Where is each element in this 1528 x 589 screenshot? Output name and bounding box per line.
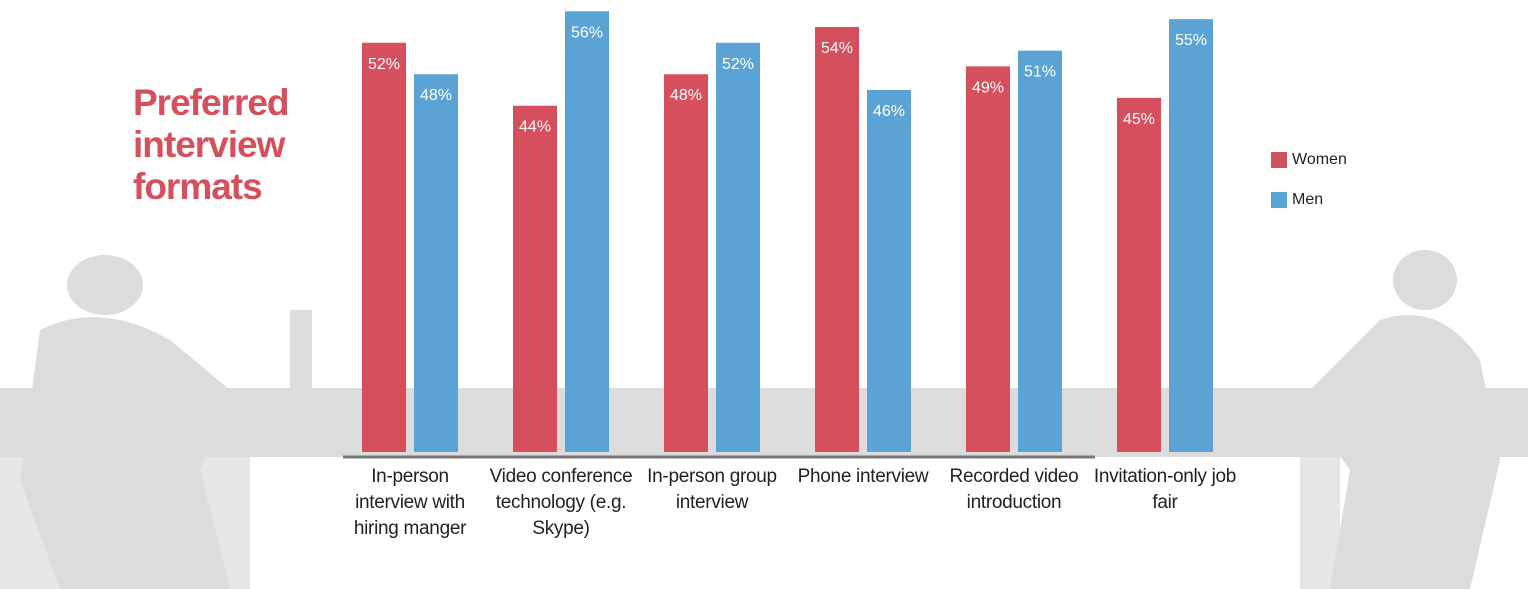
x-tick-label: Recorded video introduction [949,466,1079,513]
data-label: 51% [1024,64,1056,81]
data-label: 54% [821,40,853,57]
legend-swatch [1271,152,1287,168]
bar [716,42,760,452]
data-label: 52% [368,56,400,73]
legend-label: Women [1292,151,1347,168]
data-label: 44% [519,119,551,136]
data-label: 55% [1175,32,1207,49]
data-label: 56% [571,24,603,41]
data-label: 49% [972,79,1004,96]
bar [966,66,1010,453]
bar [565,11,609,453]
person-body [1300,315,1500,589]
bar [815,27,859,453]
person-head [67,255,143,315]
background-scene [0,250,1528,589]
bar [1018,50,1062,452]
legend-label: Men [1292,191,1324,208]
bar [513,105,557,452]
chart-title: Preferred interview formats [133,82,290,207]
x-tick-label: In-person interview with hiring manger [353,466,467,539]
x-tick-label: In-person group interview [647,466,777,513]
data-label: 45% [1123,111,1155,128]
x-tick-label: Invitation-only job fair [1093,466,1237,513]
table-leg [1300,457,1340,589]
data-label: 46% [873,103,905,120]
bar [1169,19,1213,453]
bar [867,89,911,452]
bar [664,74,708,453]
data-label: 52% [722,56,754,73]
table [0,388,1528,457]
monitor [290,310,312,390]
legend-swatch [1271,192,1287,208]
data-label: 48% [670,87,702,104]
data-label: 48% [420,87,452,104]
x-tick-label: Video conference technology (e.g. Skype) [489,466,633,539]
person-body [20,317,230,589]
x-tick-label: Phone interview [797,466,929,487]
bar [414,74,458,453]
bar [362,42,406,452]
person-head [1393,250,1457,310]
bar [1117,97,1161,452]
